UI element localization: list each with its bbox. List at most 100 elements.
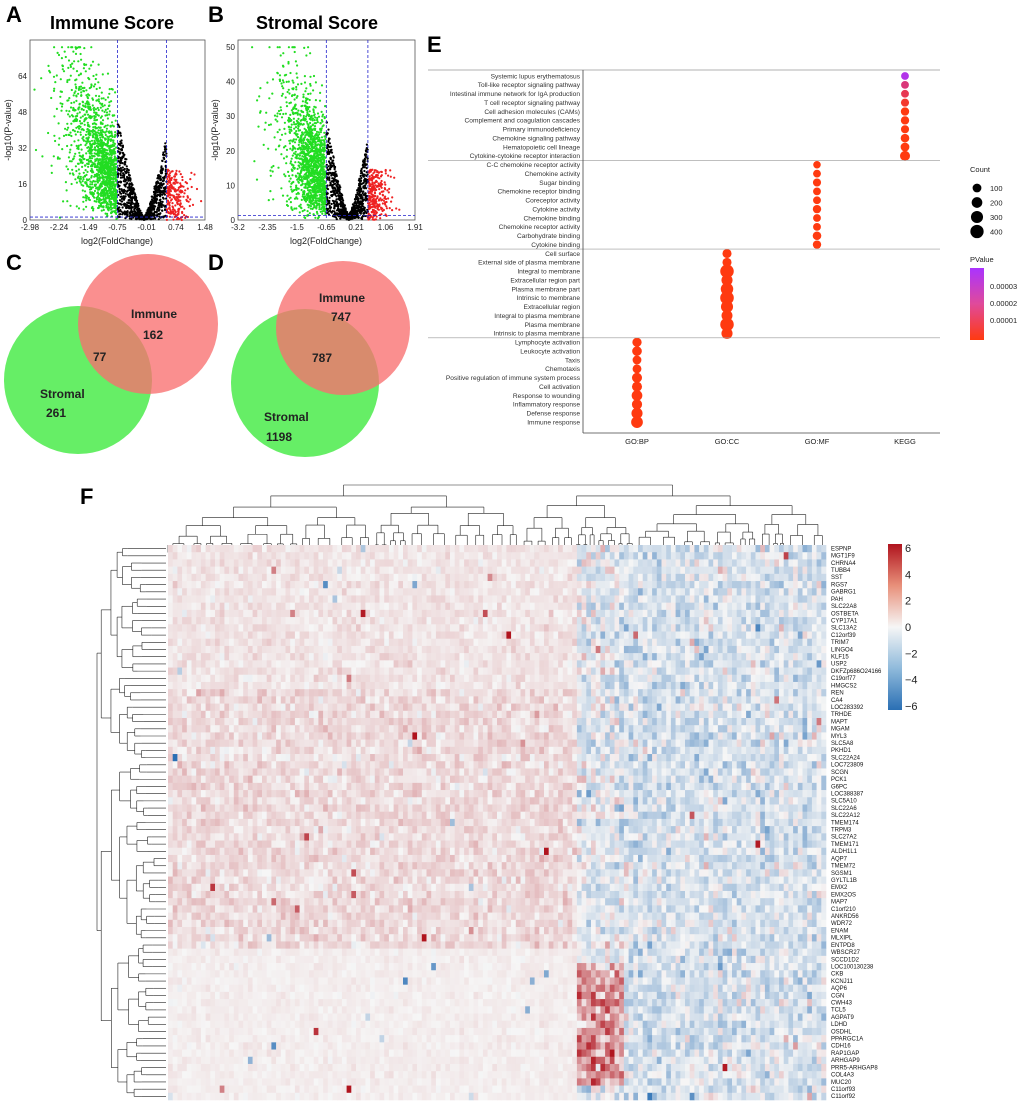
volcano-point <box>110 164 112 166</box>
volcano-point <box>109 179 111 181</box>
volcano-point <box>177 218 179 220</box>
volcano-point <box>82 101 84 103</box>
volcano-point <box>305 142 307 144</box>
volcano-point <box>119 173 121 175</box>
volcano-point <box>324 172 326 174</box>
volcano-point <box>80 134 82 136</box>
y-tick-label: 64 <box>18 72 27 81</box>
y-tick-label: 48 <box>18 108 27 117</box>
volcano-point <box>297 172 299 174</box>
volcano-point <box>90 46 92 48</box>
volcano-point <box>121 176 123 178</box>
volcano-point <box>309 189 311 191</box>
volcano-point <box>354 202 356 204</box>
volcano-point <box>310 192 312 194</box>
volcano-point <box>183 214 185 216</box>
x-tick-label: 1.48 <box>197 223 213 232</box>
volcano-point <box>131 214 133 216</box>
volcano-point <box>92 108 94 110</box>
volcano-point <box>182 196 184 198</box>
volcano-point <box>308 115 310 117</box>
volcano-point <box>53 76 55 78</box>
volcano-point <box>312 119 314 121</box>
volcano-point <box>123 178 125 180</box>
volcano-point <box>138 209 140 211</box>
volcano-point <box>306 215 308 217</box>
volcano-point <box>295 175 297 177</box>
volcano-point <box>87 179 89 181</box>
volcano-point <box>85 134 87 136</box>
volcano-point <box>336 202 338 204</box>
volcano-point <box>320 131 322 133</box>
volcano-point <box>307 165 309 167</box>
volcano-point <box>154 195 156 197</box>
volcano-point <box>75 133 77 135</box>
volcano-point <box>333 200 335 202</box>
volcano-point <box>69 132 71 134</box>
volcano-point <box>111 121 113 123</box>
volcano-point <box>80 91 82 93</box>
volcano-point <box>120 161 122 163</box>
volcano-point <box>86 111 88 113</box>
volcano-point <box>96 158 98 160</box>
volcano-point <box>314 141 316 143</box>
volcano-point <box>102 170 104 172</box>
volcano-point <box>365 150 367 152</box>
volcano-point <box>68 156 70 158</box>
volcano-point <box>87 103 89 105</box>
volcano-point <box>366 171 368 173</box>
volcano-point <box>309 122 311 124</box>
volcano-point <box>371 187 373 189</box>
volcano-point <box>129 192 131 194</box>
volcano-point <box>109 167 111 169</box>
volcano-point <box>128 177 130 179</box>
volcano-point <box>200 200 202 202</box>
volcano-point <box>113 153 115 155</box>
volcano-point <box>72 107 74 109</box>
volcano-point <box>313 75 315 77</box>
volcano-point <box>73 101 75 103</box>
volcano-point <box>102 195 104 197</box>
volcano-point <box>366 167 368 169</box>
volcano-point <box>297 118 299 120</box>
volcano-point <box>331 212 333 214</box>
volcano-point <box>287 91 289 93</box>
volcano-point <box>106 172 108 174</box>
volcano-point <box>314 119 316 121</box>
volcano-point <box>79 103 81 105</box>
volcano-point <box>312 199 314 201</box>
volcano-point <box>320 162 322 164</box>
volcano-point <box>131 190 133 192</box>
volcano-point <box>108 113 110 115</box>
volcano-point <box>146 218 148 220</box>
volcano-point <box>329 206 331 208</box>
volcano-point <box>101 155 103 157</box>
volcano-point <box>54 81 56 83</box>
volcano-point <box>114 91 116 93</box>
volcano-point <box>379 193 381 195</box>
volcano-point <box>290 126 292 128</box>
volcano-point <box>256 179 258 181</box>
volcano-point <box>60 90 62 92</box>
volcano-point <box>167 212 169 214</box>
volcano-point <box>111 124 113 126</box>
volcano-point <box>105 99 107 101</box>
volcano-point <box>121 157 123 159</box>
volcano-point <box>319 122 321 124</box>
volcano-point <box>107 108 109 110</box>
volcano-point <box>344 204 346 206</box>
volcano-point <box>281 85 283 87</box>
volcano-point <box>309 52 311 54</box>
volcano-point <box>184 189 186 191</box>
volcano-point <box>80 94 82 96</box>
volcano-point <box>53 115 55 117</box>
volcano-point <box>93 133 95 135</box>
volcano-point <box>314 217 316 219</box>
volcano-point <box>90 64 92 66</box>
volcano-point <box>66 123 68 125</box>
volcano-point <box>309 83 311 85</box>
volcano-point <box>302 142 304 144</box>
volcano-point <box>309 173 311 175</box>
volcano-point <box>93 162 95 164</box>
volcano-point <box>363 180 365 182</box>
